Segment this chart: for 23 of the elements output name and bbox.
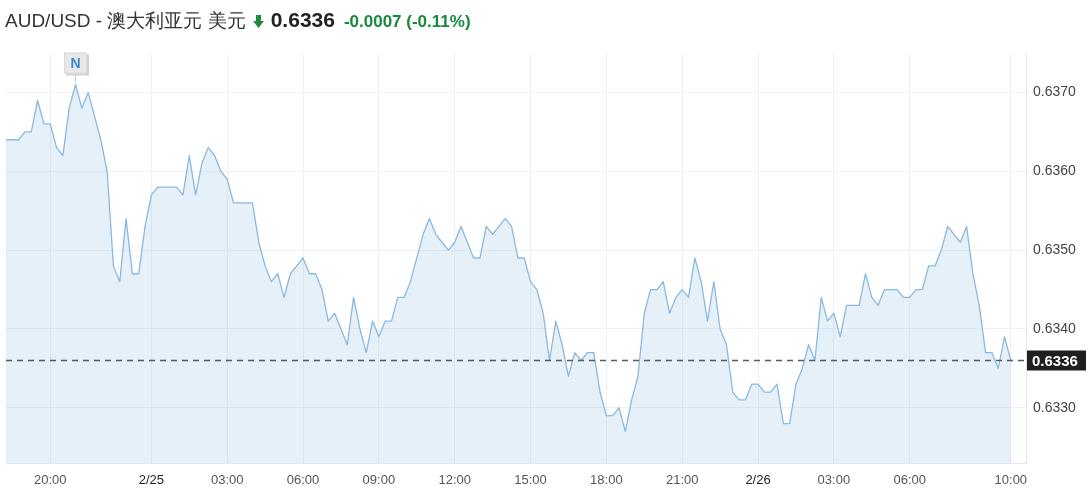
annotation: N: [70, 54, 81, 71]
x-tick-label: 2/25: [138, 472, 165, 488]
x-tick-label: 06:00: [893, 472, 926, 488]
chart-title: AUD/USD - 澳大利亚元 美元: [5, 9, 246, 33]
x-tick-label: 20:00: [33, 472, 67, 488]
ref-line-label: 0.6336: [1032, 351, 1078, 369]
chart-subtitle: 0.6336: [270, 8, 335, 32]
y-tick-label: 0.6340: [1033, 319, 1077, 336]
x-tick-label: 03:00: [210, 472, 244, 488]
y-tick-label: 0.6350: [1033, 240, 1077, 257]
y-tick-label: 0.6370: [1033, 83, 1077, 100]
x-tick-label: 03:00: [817, 472, 851, 488]
x-tick-label: 2/26: [745, 472, 771, 488]
x-tick-label: 18:00: [590, 472, 623, 488]
x-tick-label: 10:00: [994, 472, 1028, 488]
text: -0.0007 (-0.11%): [343, 12, 471, 32]
x-tick-label: 12:00: [438, 472, 471, 488]
x-tick-label: 21:00: [665, 472, 699, 488]
x-tick-label: 15:00: [514, 472, 547, 488]
y-tick-label: 0.6360: [1033, 162, 1077, 179]
x-tick-label: 09:00: [362, 472, 396, 488]
x-tick-label: 06:00: [286, 472, 320, 488]
y-tick-label: 0.6330: [1033, 398, 1077, 415]
